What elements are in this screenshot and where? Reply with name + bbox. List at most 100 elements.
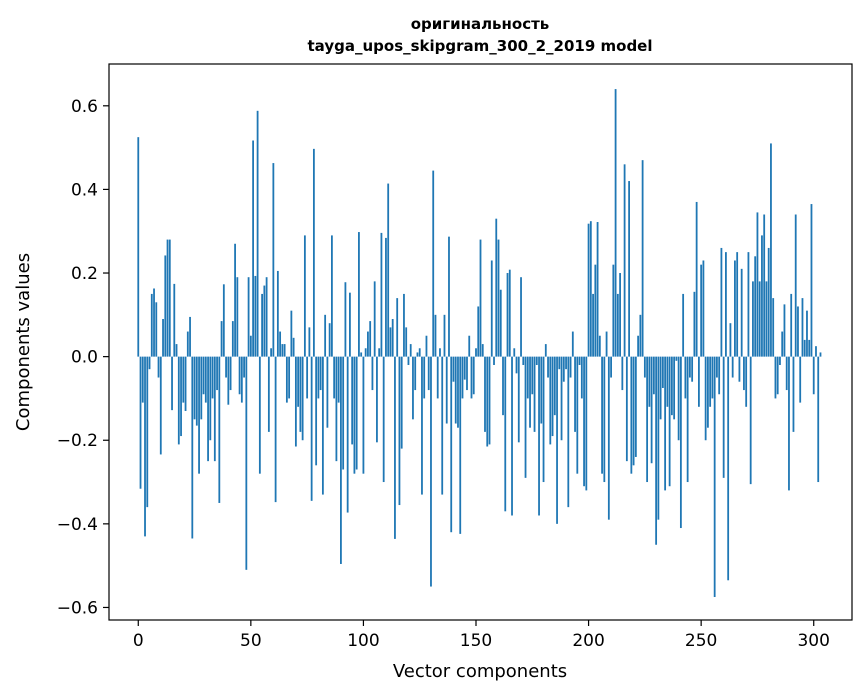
bar-181	[544, 344, 547, 357]
bar-16	[173, 283, 176, 357]
chart-subtitle: tayga_upos_skipgram_300_2_2019 model	[308, 37, 653, 55]
bar-104	[371, 356, 374, 391]
bar-117	[400, 356, 403, 449]
bar-141	[454, 356, 457, 424]
y-tick-label-4: 0.2	[71, 264, 98, 284]
bar-177	[535, 356, 538, 365]
bar-199	[585, 356, 588, 491]
bar-126	[421, 356, 423, 495]
bar-233	[661, 356, 664, 388]
bar-83	[324, 314, 327, 357]
bar-231	[657, 356, 660, 520]
bar-3	[144, 356, 146, 537]
bar-182	[547, 356, 549, 378]
bar-50	[249, 335, 252, 357]
bar-211	[612, 264, 615, 357]
bar-157	[490, 260, 493, 357]
bar-7	[153, 288, 155, 357]
bar-229	[652, 356, 655, 395]
bar-193	[571, 331, 574, 357]
bar-106	[376, 356, 378, 443]
y-tick-label-1: −0.4	[57, 515, 98, 535]
bar-203	[594, 264, 597, 357]
y-tick-label-0: −0.6	[57, 598, 98, 618]
bar-93	[346, 356, 349, 513]
bar-158	[493, 356, 495, 365]
bar-232	[659, 356, 662, 420]
bar-8	[155, 302, 158, 357]
bar-262	[727, 356, 730, 581]
bar-187	[558, 356, 561, 370]
bar-105	[373, 281, 376, 357]
bar-6	[150, 293, 153, 357]
bar-194	[574, 356, 576, 432]
bar-210	[610, 356, 612, 378]
bar-27	[198, 356, 200, 474]
bar-43	[234, 243, 236, 357]
bar-220	[632, 356, 635, 466]
bar-20	[182, 356, 185, 403]
bar-91	[342, 356, 345, 470]
bar-206	[601, 356, 603, 474]
bar-103	[369, 321, 372, 357]
bar-68	[290, 310, 293, 357]
bar-267	[738, 356, 741, 382]
bar-249	[698, 356, 700, 407]
bar-88	[335, 356, 338, 462]
bar-234	[664, 356, 667, 491]
bar-113	[391, 319, 394, 357]
bar-222	[637, 335, 640, 357]
x-axis: 0 50 100 150 200 250 300	[133, 620, 830, 651]
bar-55	[261, 293, 263, 357]
bar-224	[641, 160, 644, 357]
bar-256	[713, 356, 716, 598]
bar-15	[171, 356, 173, 411]
bar-208	[605, 331, 608, 357]
bar-169	[517, 356, 520, 443]
bar-300	[812, 356, 815, 395]
bar-299	[810, 204, 813, 357]
bar-201	[589, 221, 592, 357]
bar-151	[477, 306, 480, 357]
bar-195	[576, 356, 579, 474]
x-tick-label-4: 200	[572, 631, 604, 651]
bar-242	[682, 293, 685, 357]
x-tick-label-1: 50	[240, 631, 262, 651]
bar-241	[679, 356, 682, 529]
bar-216	[623, 164, 626, 357]
bar-284	[776, 356, 779, 395]
bar-302	[817, 356, 820, 483]
bar-143	[459, 356, 462, 534]
bar-175	[531, 356, 534, 395]
bar-96	[353, 356, 356, 474]
y-axis: −0.6 −0.4 −0.2 0.0 0.2 0.4 0.6	[57, 97, 109, 618]
bar-30	[204, 356, 207, 403]
bar-288	[785, 356, 788, 391]
bar-32	[209, 356, 212, 441]
bar-245	[688, 356, 691, 378]
bar-207	[603, 356, 606, 483]
bar-174	[529, 356, 531, 428]
bar-276	[758, 281, 761, 357]
bar-4	[146, 356, 149, 508]
bar-145	[463, 356, 466, 380]
bar-101	[364, 348, 367, 357]
bar-173	[526, 356, 529, 399]
bar-289	[788, 356, 790, 491]
bar-293	[797, 306, 799, 357]
bar-164	[506, 273, 509, 357]
bar-144	[461, 356, 464, 399]
bar-250	[700, 264, 703, 357]
bar-109	[382, 356, 385, 483]
bar-269	[743, 356, 745, 391]
bar-40	[227, 356, 230, 405]
bar-102	[367, 331, 369, 357]
bar-162	[502, 356, 504, 416]
bar-171	[522, 356, 525, 365]
bar-67	[288, 356, 291, 399]
bar-139	[450, 356, 453, 533]
bar-94	[349, 292, 351, 357]
bar-138	[448, 236, 450, 357]
bar-255	[711, 356, 714, 399]
